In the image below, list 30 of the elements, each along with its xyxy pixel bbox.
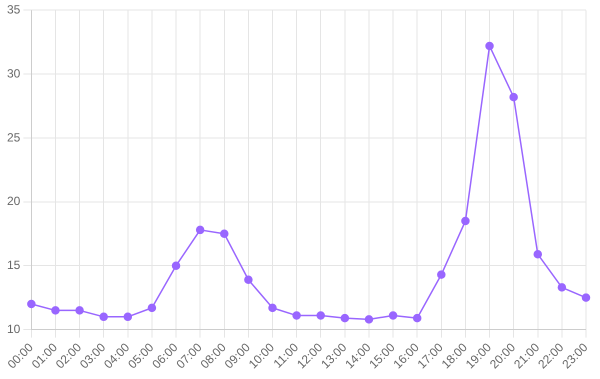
point (316, 311, 325, 320)
point (27, 300, 36, 308)
point (244, 276, 253, 284)
point (99, 312, 108, 322)
point (509, 92, 518, 102)
point (364, 315, 374, 324)
point (437, 270, 446, 279)
y-tick-label: 10 (6, 322, 21, 336)
y-tick-label: 25 (6, 130, 21, 144)
point (172, 261, 180, 270)
point (292, 311, 301, 320)
point (461, 216, 470, 226)
point (196, 226, 204, 234)
y-tick-label: 30 (6, 66, 21, 80)
point (124, 312, 132, 322)
point (75, 306, 84, 315)
point (388, 311, 398, 320)
point (340, 314, 350, 322)
point (412, 314, 422, 322)
point (485, 42, 494, 50)
y-tick-label: 15 (6, 258, 21, 272)
y-tick-label: 35 (6, 2, 21, 17)
point (148, 304, 156, 312)
y-tick-label: 20 (6, 194, 21, 208)
point (558, 283, 566, 292)
point (534, 250, 542, 258)
point (582, 293, 590, 302)
point (268, 304, 277, 312)
point (220, 230, 229, 238)
point (51, 306, 60, 315)
